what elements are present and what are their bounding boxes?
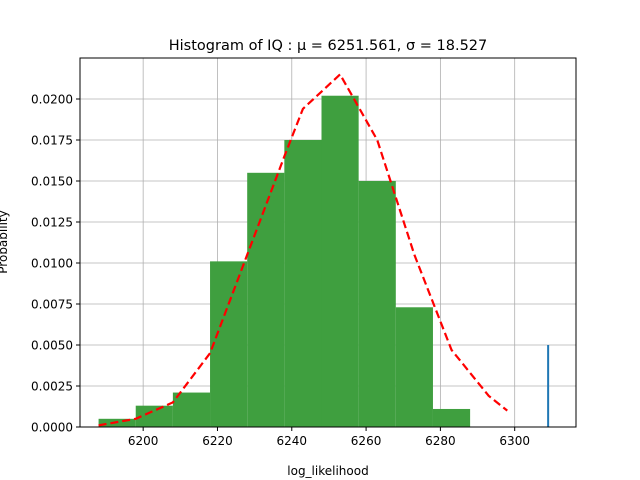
plot-frame bbox=[79, 57, 577, 428]
histogram-bar bbox=[172, 392, 211, 427]
y-tick-label: 0.0025 bbox=[31, 380, 73, 394]
x-tick-label: 6240 bbox=[277, 434, 308, 448]
x-tick-label: 6280 bbox=[425, 434, 456, 448]
x-tick-label: 6200 bbox=[128, 434, 159, 448]
y-tick-label: 0.0150 bbox=[31, 175, 73, 189]
histogram-bar bbox=[210, 261, 248, 427]
y-axis-label: Probability bbox=[0, 210, 10, 273]
x-tick-label: 6220 bbox=[202, 434, 233, 448]
x-axis-label: log_likelihood bbox=[287, 464, 368, 478]
histogram-bar bbox=[247, 172, 285, 427]
y-tick-label: 0.0200 bbox=[31, 93, 73, 107]
histogram-bar bbox=[321, 95, 359, 427]
y-tick-label: 0.0000 bbox=[31, 421, 73, 435]
y-tick-label: 0.0075 bbox=[31, 298, 73, 312]
y-tick-label: 0.0175 bbox=[31, 134, 73, 148]
x-axis-ticks: 6200 6220 6240 6260 6280 6300 bbox=[128, 427, 530, 448]
y-tick-label: 0.0050 bbox=[31, 339, 73, 353]
histogram-bar bbox=[358, 181, 396, 427]
y-tick-label: 0.0100 bbox=[31, 257, 73, 271]
histogram-bar bbox=[135, 405, 173, 427]
fit-curve-group bbox=[98, 72, 508, 427]
normal-fit-curve bbox=[98, 72, 508, 427]
histogram-bars bbox=[98, 95, 471, 427]
x-tick-label: 6260 bbox=[351, 434, 382, 448]
y-axis-ticks: 0.0000 0.0025 0.0050 0.0075 0.0100 0.0125 0.01… bbox=[31, 93, 80, 435]
histogram-bar bbox=[432, 408, 471, 427]
y-tick-label: 0.0125 bbox=[31, 216, 73, 230]
histogram-bar bbox=[395, 307, 433, 427]
x-tick-label: 6300 bbox=[499, 434, 530, 448]
histogram-bar bbox=[284, 140, 322, 427]
chart-title: Histogram of IQ : μ = 6251.561, σ = 18.5… bbox=[169, 38, 488, 54]
